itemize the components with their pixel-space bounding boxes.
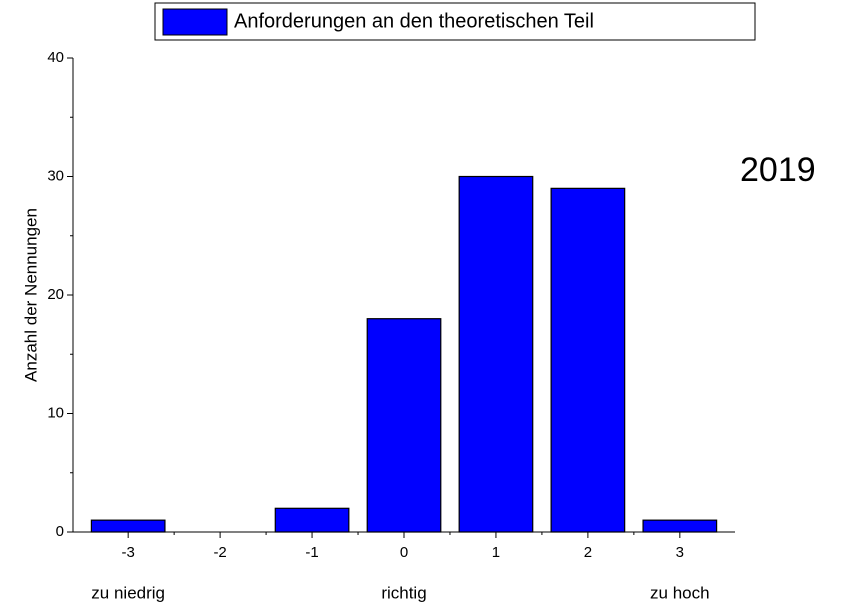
x-tick-label: 2 <box>584 544 592 561</box>
y-tick-label: 40 <box>47 49 64 66</box>
legend-label: Anforderungen an den theoretischen Teil <box>234 10 594 32</box>
bar <box>458 175 534 533</box>
x-tick-label: -1 <box>305 544 318 561</box>
x-tick-label: 1 <box>492 544 500 561</box>
legend-swatch <box>162 8 228 36</box>
bar <box>90 519 166 533</box>
bar <box>642 519 718 533</box>
x-annotation: richtig <box>381 583 426 602</box>
x-tick-label: -2 <box>213 544 226 561</box>
x-tick-label: 3 <box>676 544 684 561</box>
x-annotation: zu hoch <box>650 583 710 602</box>
x-annotation: zu niedrig <box>91 583 165 602</box>
x-tick-label: 0 <box>400 544 408 561</box>
y-tick-label: 10 <box>47 404 64 421</box>
x-tick-label: -3 <box>121 544 134 561</box>
y-tick-label: 20 <box>47 286 64 303</box>
bar <box>274 507 350 533</box>
bar <box>550 187 626 533</box>
y-tick-label: 0 <box>56 523 64 540</box>
bar <box>366 318 442 533</box>
annotation: 2019 <box>740 151 816 189</box>
legend-box <box>154 2 756 41</box>
y-axis-title: Anzahl der Nennungen <box>21 208 40 382</box>
y-tick-label: 30 <box>47 167 64 184</box>
